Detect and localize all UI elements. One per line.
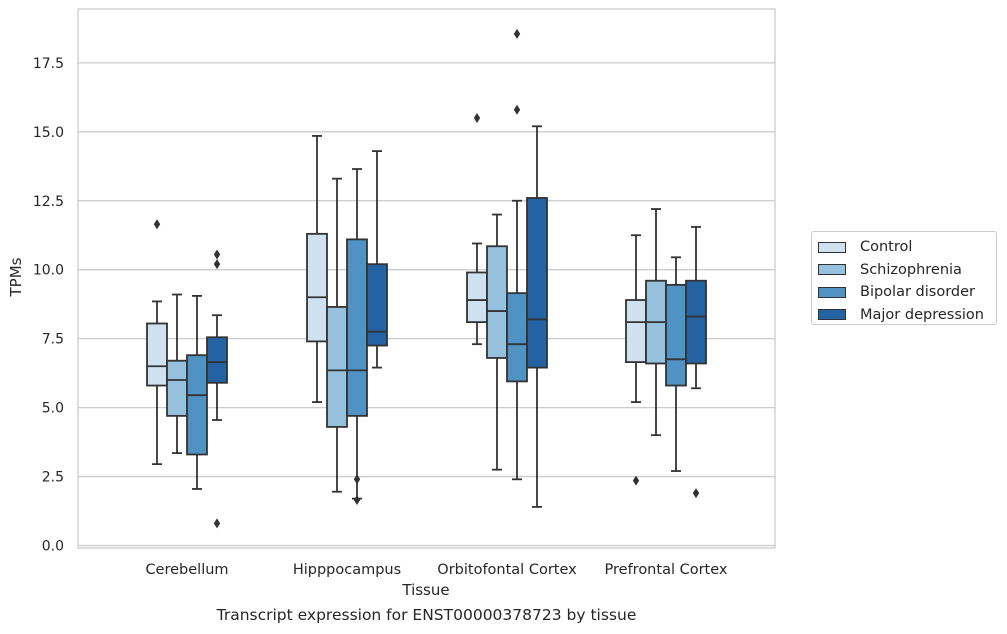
legend-label-bipolar-disorder: Bipolar disorder xyxy=(860,284,975,301)
legend-swatch-major-depression xyxy=(818,309,846,321)
y-axis-label: TPMs xyxy=(7,257,25,297)
outlier-point xyxy=(473,113,481,124)
box-group xyxy=(665,256,687,472)
outlier-point xyxy=(213,259,221,270)
y-tick-label: 5.0 xyxy=(42,401,64,417)
box-group xyxy=(146,219,168,466)
plot-frame xyxy=(77,8,776,549)
outlier-point xyxy=(153,219,161,230)
y-tick-label: 10.0 xyxy=(33,263,64,279)
box-group xyxy=(685,226,707,499)
box-group xyxy=(625,234,647,486)
legend-item-bipolar-disorder: Bipolar disorder xyxy=(818,281,996,304)
x-axis-label: Tissue xyxy=(401,581,449,599)
box-group xyxy=(346,168,368,505)
box-group xyxy=(166,293,188,455)
box xyxy=(625,299,647,363)
x-tick-label: Prefrontal Cortex xyxy=(605,562,728,578)
x-tick-label: Cerebellum xyxy=(145,562,228,578)
box xyxy=(366,263,388,347)
box xyxy=(166,359,188,417)
y-tick-label: 2.5 xyxy=(42,470,64,486)
box-group xyxy=(206,249,228,529)
outlier-point xyxy=(513,28,521,39)
box-plot-series xyxy=(146,28,707,529)
box-group xyxy=(306,135,328,403)
outlier-point xyxy=(513,104,521,115)
box-group xyxy=(486,213,508,471)
box xyxy=(186,354,208,456)
box xyxy=(486,245,508,359)
box xyxy=(326,306,348,428)
y-tick-labels: 0.0 2.5 5.0 7.5 10.0 12.5 15.0 17.5 xyxy=(33,56,64,555)
x-tick-labels: Cerebellum Hipppocampus Orbitofontal Corte… xyxy=(145,562,727,578)
outlier-point xyxy=(353,474,361,485)
box xyxy=(506,292,528,383)
box-group xyxy=(506,28,528,481)
outlier-point xyxy=(632,475,640,486)
legend-swatch-control xyxy=(818,241,846,253)
box-group xyxy=(466,113,488,346)
outlier-point xyxy=(692,488,700,499)
y-tick-label: 7.5 xyxy=(42,332,64,348)
x-tick-label: Hipppocampus xyxy=(293,562,401,578)
legend-item-control: Control xyxy=(818,236,996,259)
chart-caption: Transcript expression for ENST0000037872… xyxy=(216,606,637,624)
box-group xyxy=(326,177,348,493)
box xyxy=(526,197,548,369)
box xyxy=(685,279,707,365)
box xyxy=(346,238,368,417)
legend-label-schizophrenia: Schizophrenia xyxy=(860,261,962,278)
box-group xyxy=(526,125,548,508)
x-tick-label: Orbitofontal Cortex xyxy=(437,562,577,578)
legend-item-schizophrenia: Schizophrenia xyxy=(818,259,996,282)
outlier-point xyxy=(353,494,361,505)
y-tick-label: 17.5 xyxy=(33,56,64,72)
box-group xyxy=(645,208,667,437)
box xyxy=(146,322,168,387)
y-tick-label: 15.0 xyxy=(33,125,64,141)
box xyxy=(306,232,328,343)
box xyxy=(466,271,488,324)
legend: Control Schizophrenia Bipolar disorder M… xyxy=(811,231,997,325)
box-group xyxy=(366,150,388,369)
y-tick-label: 0.0 xyxy=(42,539,64,555)
legend-label-control: Control xyxy=(860,239,913,256)
outlier-point xyxy=(213,518,221,529)
legend-swatch-bipolar-disorder xyxy=(818,286,846,298)
legend-swatch-schizophrenia xyxy=(818,264,846,276)
box xyxy=(665,283,687,387)
legend-item-major-depression: Major depression xyxy=(818,304,996,327)
outlier-point xyxy=(213,249,221,260)
y-tick-label: 12.5 xyxy=(33,194,64,210)
legend-label-major-depression: Major depression xyxy=(860,306,984,323)
box xyxy=(206,336,228,384)
box-group xyxy=(186,295,208,490)
